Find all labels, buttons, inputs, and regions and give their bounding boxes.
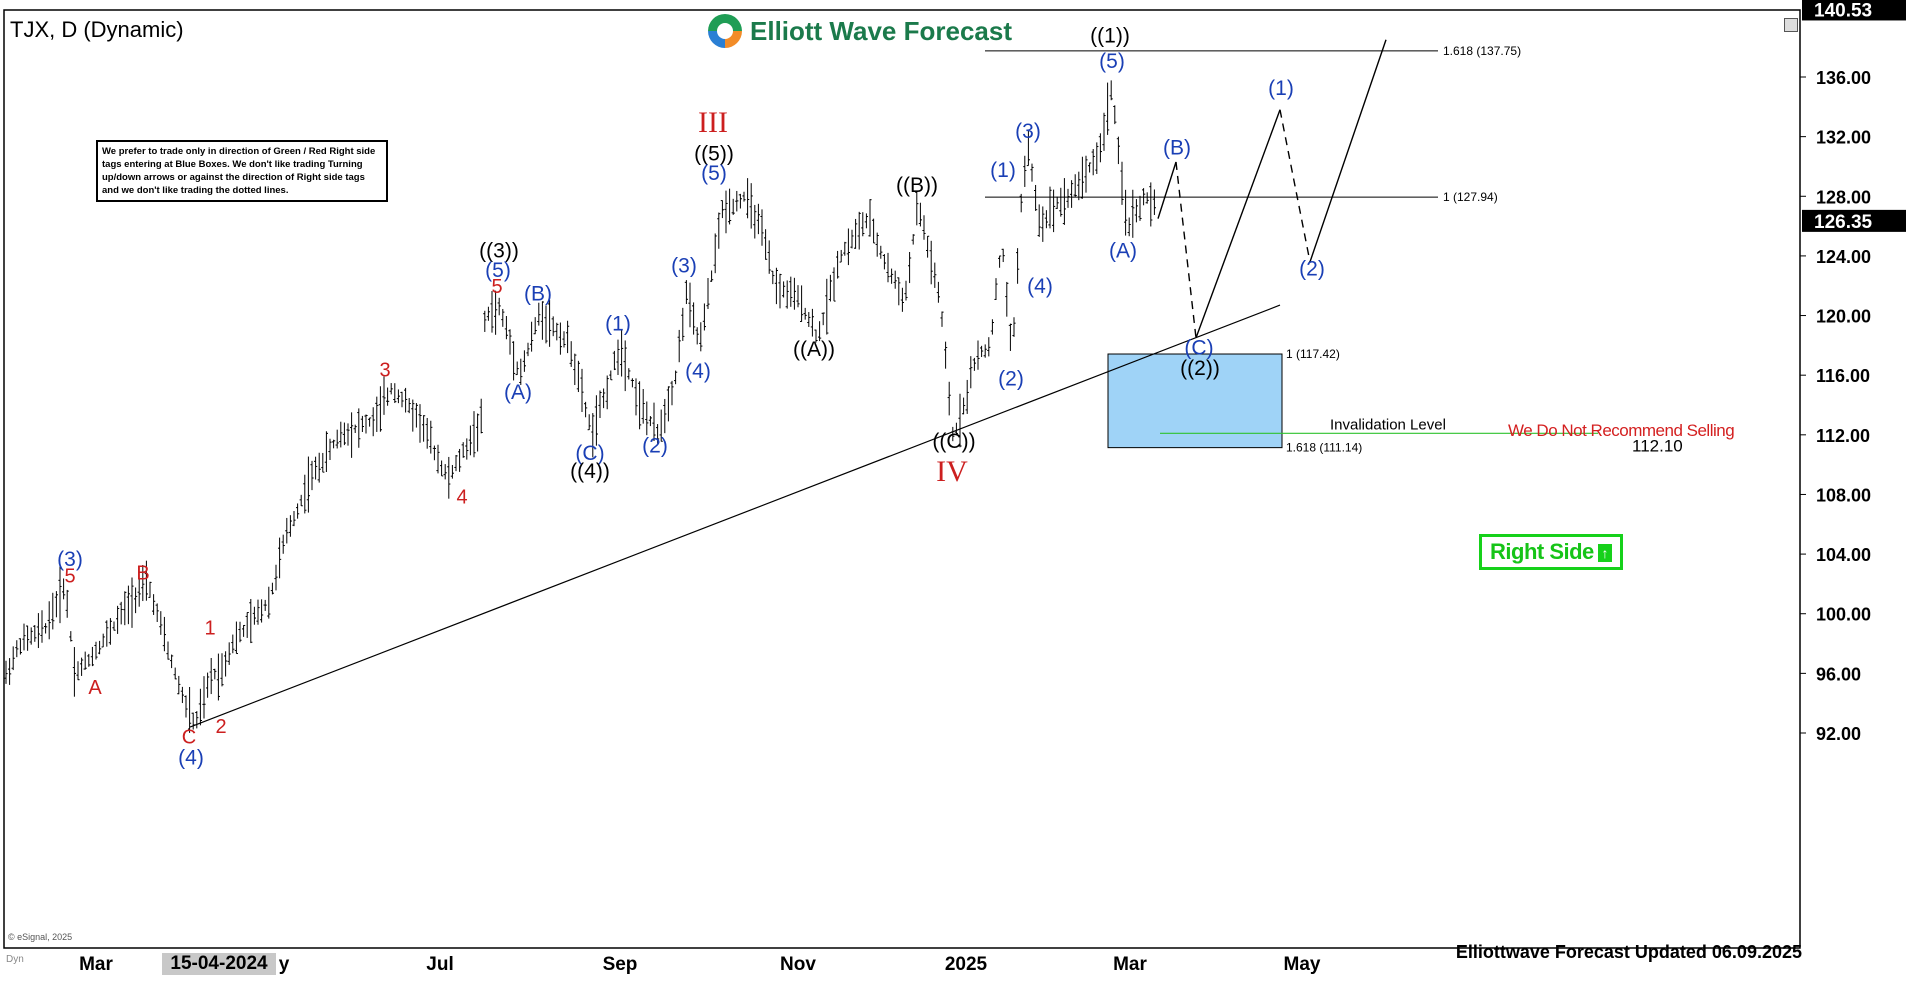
wave-label: (B)	[1163, 137, 1191, 160]
wave-label: (3)	[671, 254, 697, 277]
level-label-1-box: 1 (117.42)	[1286, 347, 1340, 361]
wave-label: ((A))	[793, 338, 835, 361]
right-side-tag: Right Side ↑	[1479, 534, 1623, 570]
wave-label: (4)	[178, 746, 204, 769]
x-tick-label: Sep	[603, 954, 638, 975]
wave-label: ((4))	[570, 460, 610, 483]
level-label-1618-top: 1.618 (137.75)	[1443, 44, 1521, 58]
wave-label: (C)	[1184, 336, 1213, 359]
wave-label: (2)	[642, 435, 668, 458]
recommendation-text: We Do Not Recommend Selling	[1508, 421, 1734, 440]
wave-label: (4)	[1027, 275, 1053, 298]
wave-label: (C)	[575, 442, 604, 465]
wave-label: ((5))	[694, 142, 734, 165]
y-tick-label: 132.00	[1816, 128, 1871, 148]
wave-label: ((2))	[1180, 357, 1220, 380]
y-tick-label: 120.00	[1816, 307, 1871, 327]
wave-label: 2	[215, 716, 226, 738]
wave-label: IV	[936, 455, 968, 488]
brand-logo-icon	[708, 14, 742, 48]
right-side-label: Right Side	[1490, 539, 1594, 564]
wave-label: (3)	[57, 548, 83, 571]
price-tag-current: 126.35	[1814, 212, 1873, 233]
brand-logo: Elliott Wave Forecast	[708, 14, 1012, 48]
wave-label: 5	[64, 565, 75, 587]
wave-label: (B)	[524, 283, 552, 306]
x-tick-label: May	[1284, 954, 1321, 975]
y-tick-label: 116.00	[1816, 366, 1870, 386]
trading-note: We prefer to trade only in direction of …	[96, 140, 388, 202]
invalidation-value: 112.10	[1632, 436, 1683, 455]
wave-label: ((1))	[1090, 25, 1130, 48]
y-tick-label: 92.00	[1816, 724, 1861, 744]
y-tick-label: 104.00	[1816, 545, 1871, 565]
wave-label: (3)	[1015, 120, 1041, 143]
projection-line-1	[1195, 109, 1281, 339]
wave-label: 4	[456, 486, 467, 508]
wave-label: (2)	[998, 368, 1024, 391]
y-tick-label: 108.00	[1816, 485, 1871, 505]
dyn-label: Dyn	[6, 954, 24, 965]
wave-label: (5)	[701, 162, 727, 185]
wave-label: (A)	[1109, 239, 1137, 262]
invalidation-label: Invalidation Level	[1330, 416, 1446, 433]
date-crosshair-badge: 15-04-2024	[162, 953, 276, 975]
arrow-up-icon: ↑	[1597, 544, 1612, 563]
level-label-1-top: 1 (127.94)	[1443, 190, 1498, 204]
y-tick-label: 128.00	[1816, 187, 1871, 207]
wave-label: 1	[204, 618, 215, 640]
wave-label: 5	[491, 276, 502, 298]
y-tick-label: 124.00	[1816, 247, 1871, 267]
wave-label: (2)	[1299, 257, 1325, 280]
level-label-1618-box: 1.618 (111.14)	[1286, 441, 1362, 455]
wave-label: A	[88, 677, 102, 699]
projection-dashed-2	[1279, 109, 1311, 263]
x-tick-label: Jul	[426, 954, 453, 975]
projection-line-3	[1309, 39, 1387, 263]
blue-box	[1107, 353, 1283, 449]
x-tick-label: 2025	[945, 954, 988, 975]
trendline	[189, 304, 1281, 728]
price-tag-current-bg	[1802, 209, 1906, 232]
wave-label: (1)	[990, 159, 1016, 182]
x-tick-label: Mar	[1113, 954, 1147, 975]
y-tick-label: 100.00	[1816, 605, 1871, 625]
wave-label: (1)	[1268, 77, 1294, 100]
wave-label: (1)	[605, 312, 631, 335]
wave-label: 3	[379, 360, 390, 382]
y-tick-label: 136.00	[1816, 68, 1871, 88]
wave-label: III	[698, 106, 728, 139]
price-tag-top-bg	[1802, 0, 1906, 21]
wave-label: C	[182, 726, 196, 748]
wave-label: ((C))	[932, 430, 975, 453]
source-credit: © eSignal, 2025	[8, 932, 73, 942]
projection-line-b	[1157, 161, 1177, 219]
x-tick-label: Mar	[79, 954, 113, 975]
x-tick-label: y	[279, 954, 290, 975]
y-tick-label: 112.00	[1816, 426, 1870, 446]
wave-label: B	[136, 562, 149, 584]
brand-name: Elliott Wave Forecast	[750, 15, 1012, 46]
wave-label: ((B))	[896, 174, 938, 197]
wave-label: ((3))	[479, 239, 519, 262]
x-tick-label: Nov	[780, 954, 816, 975]
wave-label: (5)	[1099, 50, 1125, 73]
updated-label: Elliottwave Forecast Updated 06.09.2025	[1455, 942, 1802, 962]
projection-dashed-c	[1175, 161, 1197, 338]
wave-label: (A)	[504, 381, 532, 404]
wave-label: (5)	[485, 259, 511, 282]
wave-label: (4)	[685, 360, 711, 383]
chart-title: TJX, D (Dynamic)	[10, 17, 184, 42]
price-tag-top: 140.53	[1814, 0, 1872, 21]
y-tick-label: 96.00	[1816, 664, 1861, 684]
window-restore-icon[interactable]	[1784, 18, 1798, 32]
